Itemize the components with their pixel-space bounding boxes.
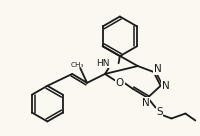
Text: N: N [154, 64, 161, 74]
Text: N: N [142, 98, 150, 108]
Text: O: O [116, 78, 124, 88]
Text: S: S [156, 106, 163, 117]
Text: CH₃: CH₃ [70, 62, 84, 68]
Text: N: N [162, 81, 169, 91]
Text: HN: HN [96, 59, 109, 68]
